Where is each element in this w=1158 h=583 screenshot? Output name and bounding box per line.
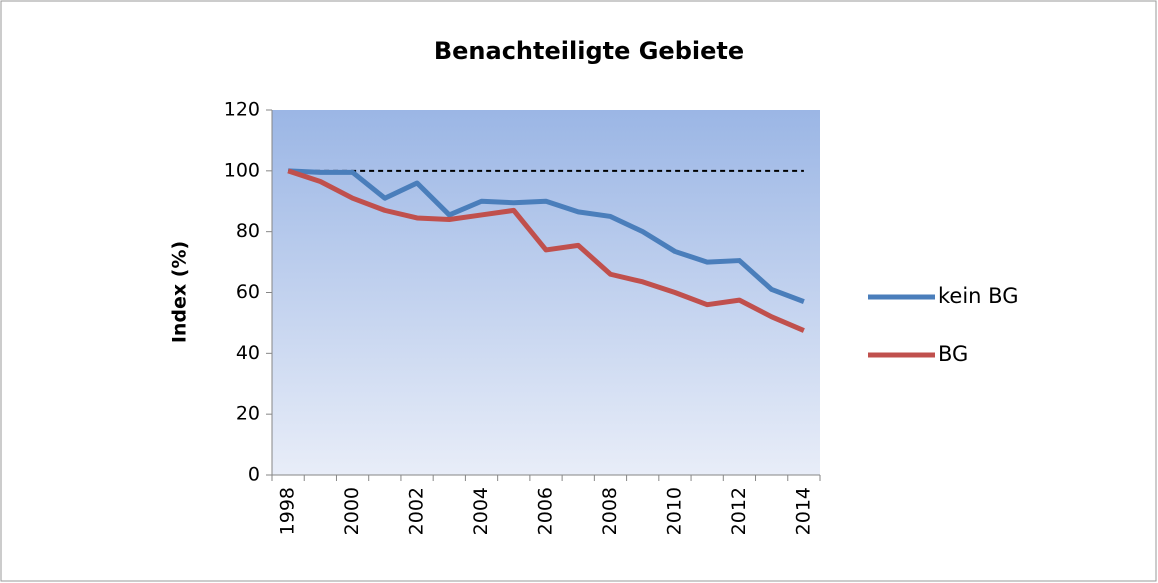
x-tick-label: 2012 — [728, 487, 750, 535]
chart-title: Benachteiligte Gebiete — [434, 37, 744, 65]
x-tick-label: 2006 — [535, 487, 557, 535]
series-line — [287, 168, 805, 304]
x-tick-label: 2014 — [792, 487, 814, 535]
x-tick-label: 2010 — [663, 487, 685, 535]
plot-area — [272, 110, 820, 475]
y-tick-label: 0 — [248, 464, 260, 486]
y-tick-label: 40 — [236, 342, 260, 364]
y-axis-label: Index (%) — [169, 241, 191, 343]
legend-label: kein BG — [938, 284, 1018, 308]
y-tick-label: 120 — [224, 99, 260, 121]
y-tick-label: 60 — [236, 281, 260, 303]
x-tick-label: 2004 — [470, 487, 492, 535]
y-tick-label: 20 — [236, 403, 260, 425]
x-tick-label: 2008 — [599, 487, 621, 535]
y-tick-label: 100 — [224, 159, 260, 181]
x-tick-label: 1998 — [277, 487, 299, 535]
x-tick-label: 2000 — [341, 487, 363, 535]
series-line — [287, 168, 805, 333]
x-tick-label: 2002 — [406, 487, 428, 535]
y-tick-label: 80 — [236, 220, 260, 242]
legend-label: BG — [938, 342, 968, 366]
